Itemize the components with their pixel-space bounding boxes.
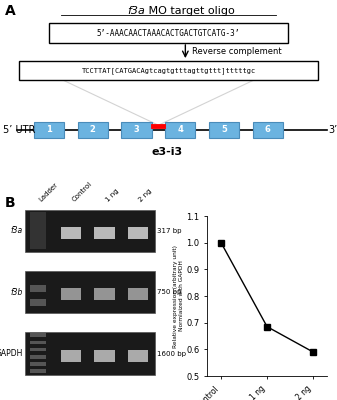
Text: 3’: 3’ [329, 125, 337, 135]
Bar [78, 122, 108, 138]
Text: e3-i3: e3-i3 [151, 147, 182, 157]
Bar [30, 286, 46, 292]
Bar [165, 122, 195, 138]
Text: 1600 bp: 1600 bp [157, 350, 186, 357]
Bar [94, 288, 115, 300]
Bar [34, 122, 64, 138]
Bar [253, 122, 283, 138]
Bar [128, 227, 148, 239]
Text: 5: 5 [221, 126, 227, 134]
Bar [128, 350, 148, 362]
Text: TCCTTAT[CATGACAgtcagtgtttagttgttt]tttttgc: TCCTTAT[CATGACAgtcagtgtttagttgttt]tttttg… [81, 67, 256, 74]
Text: f3b: f3b [11, 288, 23, 297]
Text: f3a: f3a [11, 226, 23, 235]
Bar [30, 334, 46, 337]
Bar [30, 212, 46, 249]
Text: 1 ng: 1 ng [105, 188, 120, 203]
Text: 317 bp: 317 bp [157, 228, 181, 234]
Text: 2: 2 [90, 126, 96, 134]
Text: 2 ng: 2 ng [138, 188, 153, 203]
Text: 4: 4 [177, 126, 183, 134]
Bar [209, 122, 239, 138]
Text: GAPDH: GAPDH [0, 349, 23, 358]
Text: Ladder: Ladder [38, 182, 59, 203]
Text: 3: 3 [133, 126, 140, 134]
Bar [94, 227, 115, 239]
Bar [30, 362, 46, 366]
Bar [61, 288, 82, 300]
Bar [25, 332, 155, 375]
Text: MO target oligo: MO target oligo [145, 6, 235, 16]
Text: 5’-AAACAACTAAACACTGACTGTCATG-3’: 5’-AAACAACTAAACACTGACTGTCATG-3’ [97, 28, 240, 38]
Bar [121, 122, 152, 138]
Bar [30, 340, 46, 344]
Text: A: A [5, 4, 16, 18]
Bar [30, 369, 46, 373]
Bar [128, 288, 148, 300]
Text: Reverse complement: Reverse complement [192, 47, 282, 56]
Bar [25, 210, 155, 252]
Bar [25, 271, 155, 313]
Bar [30, 355, 46, 358]
Bar [30, 348, 46, 352]
Text: B: B [5, 196, 16, 210]
Y-axis label: Relative expression (arbitrary unit)
Normlaized with GAPDH: Relative expression (arbitrary unit) Nor… [173, 244, 184, 348]
Text: 1: 1 [46, 126, 52, 134]
Bar [61, 350, 82, 362]
Bar [30, 299, 46, 306]
FancyBboxPatch shape [19, 61, 318, 80]
Text: 5’ UTR: 5’ UTR [3, 125, 36, 135]
Text: Control: Control [71, 181, 93, 203]
Text: 750 bp: 750 bp [157, 289, 181, 295]
Bar [61, 227, 82, 239]
Text: 6: 6 [265, 126, 271, 134]
FancyBboxPatch shape [49, 23, 288, 43]
Bar [94, 350, 115, 362]
Text: f3a: f3a [127, 6, 145, 16]
